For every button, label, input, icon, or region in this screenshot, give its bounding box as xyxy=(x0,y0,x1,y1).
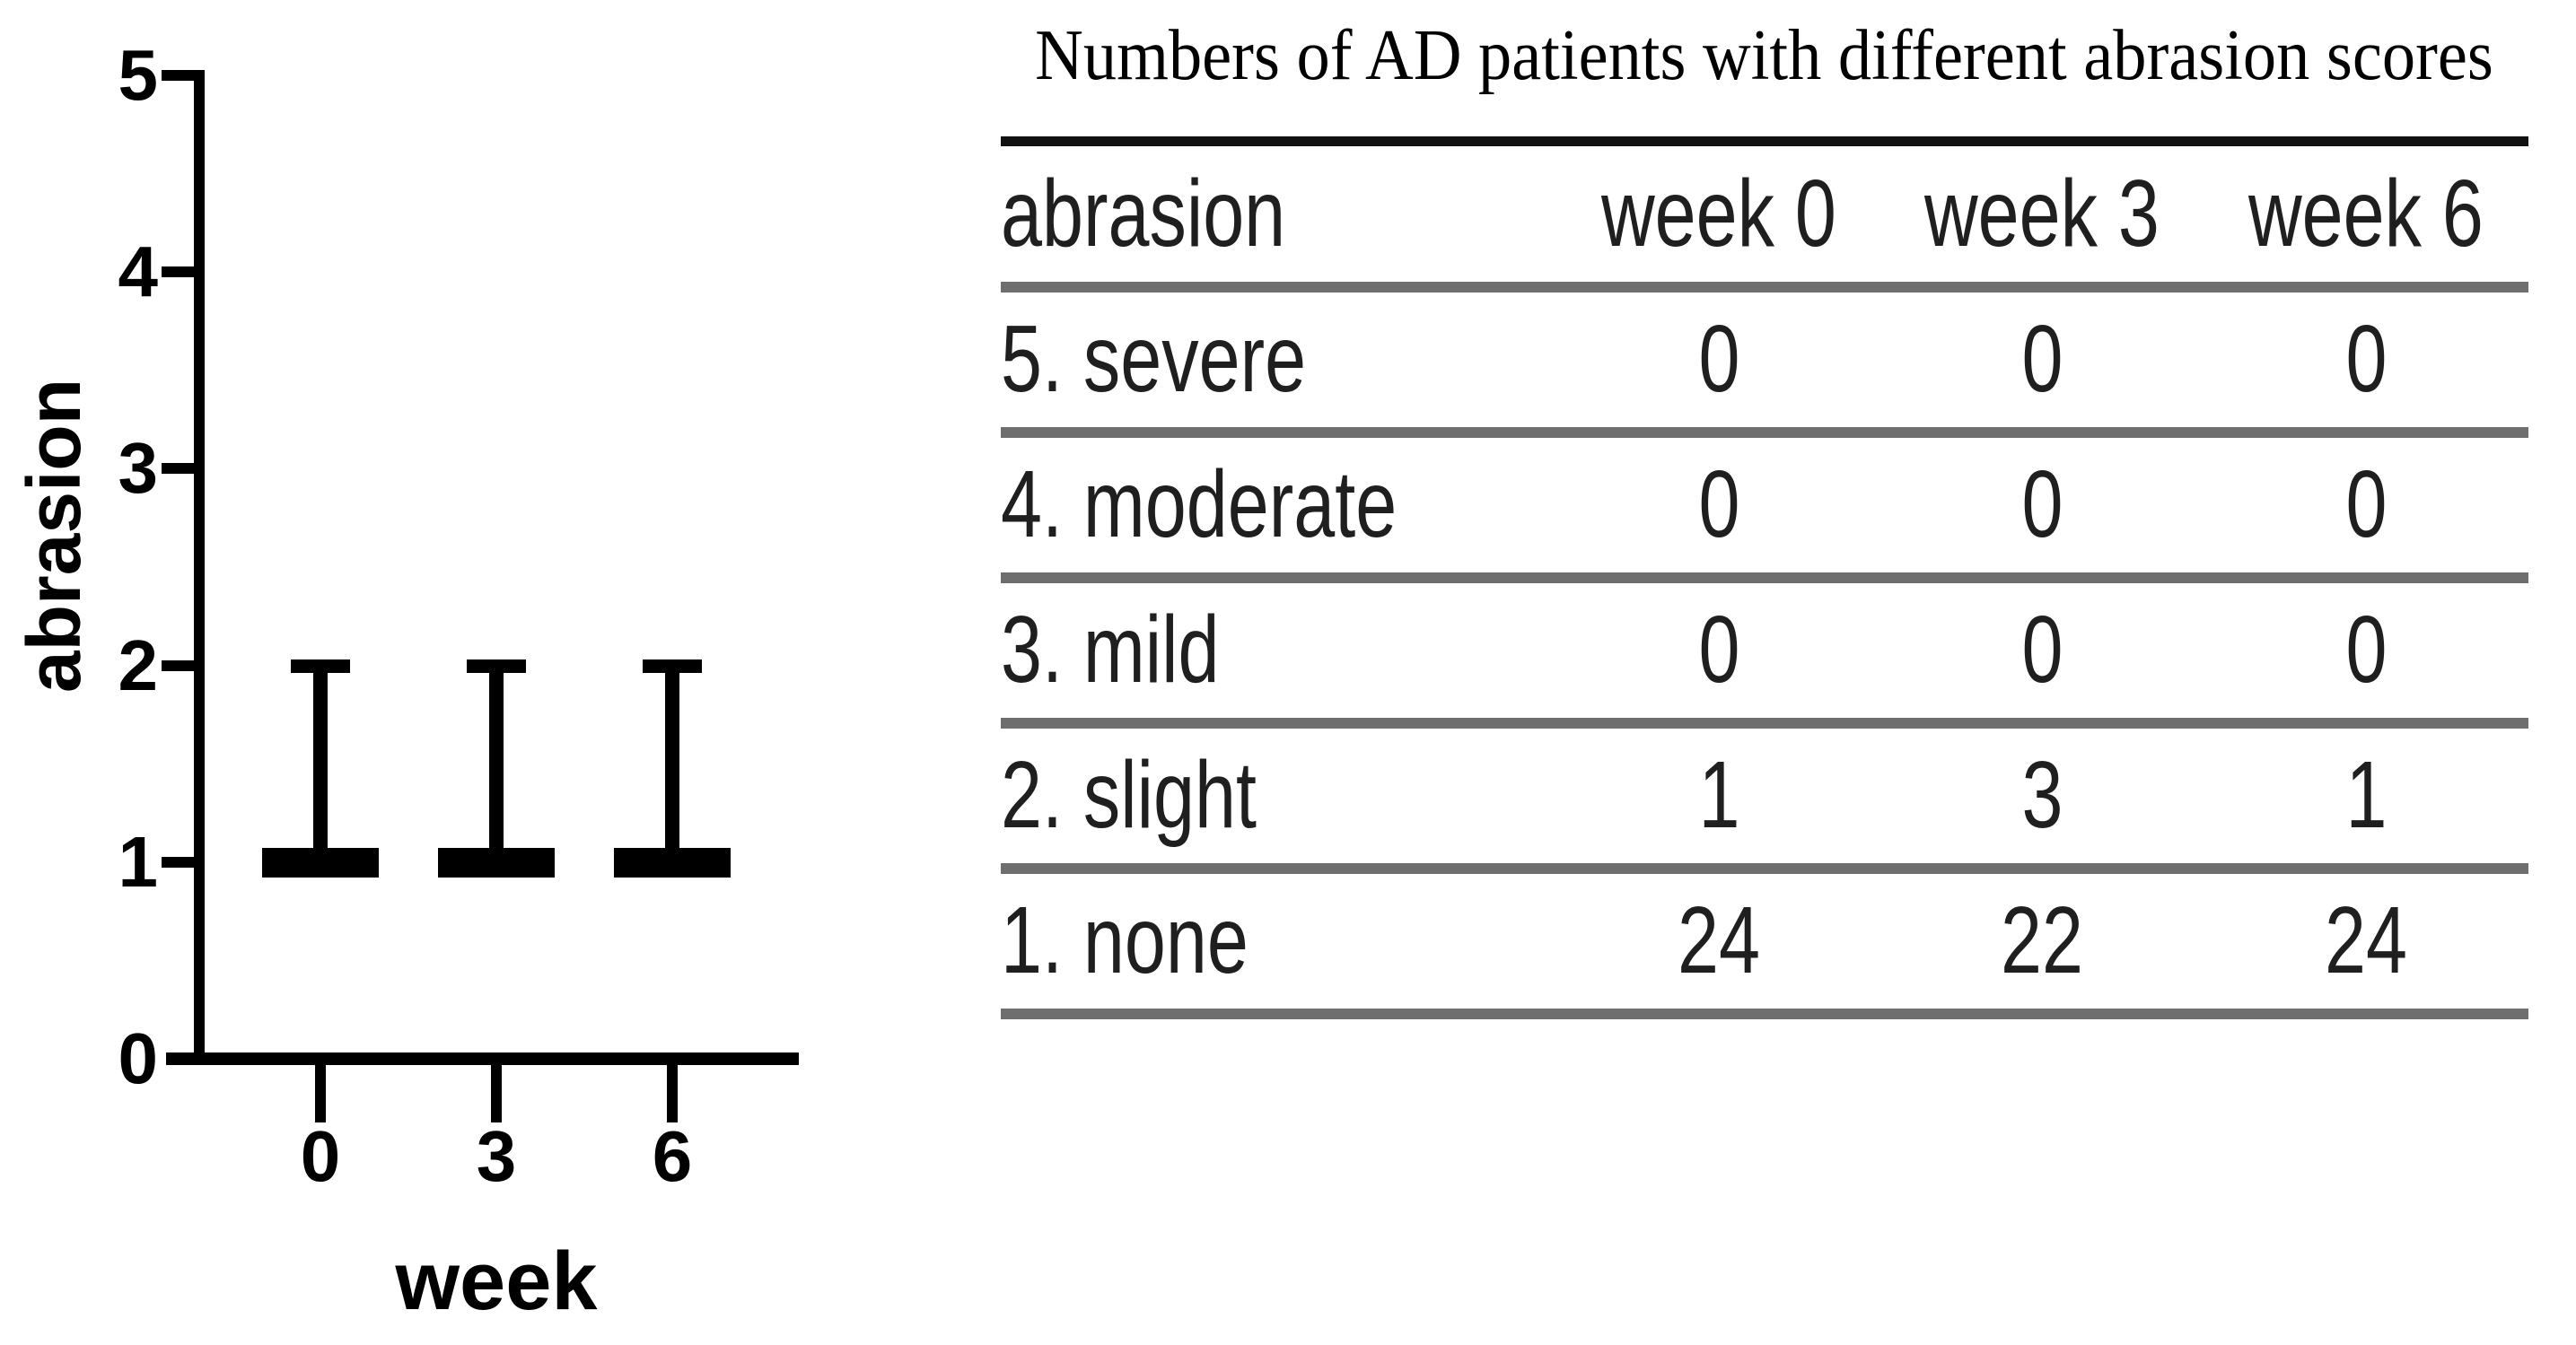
x-tick xyxy=(491,1065,502,1122)
row-label-cell: 5. severe xyxy=(1001,287,1557,432)
column-header-label: abrasion xyxy=(1001,160,1286,266)
y-tick-label: 2 xyxy=(118,624,159,705)
x-tick-label: 0 xyxy=(300,1116,341,1196)
cell-value: 24 xyxy=(2325,887,2407,993)
y-tick-label: 1 xyxy=(118,821,159,902)
x-tick xyxy=(315,1065,326,1122)
cell-value: 1 xyxy=(1698,742,1739,848)
value-cell: 0 xyxy=(1557,287,1880,432)
row-label-cell: 1. none xyxy=(1001,869,1557,1014)
column-header-label: week 3 xyxy=(1924,160,2160,266)
median-bar xyxy=(438,847,555,878)
error-bar-stem xyxy=(665,665,679,862)
table-row-slight: 2. slight 1 3 1 xyxy=(1001,723,2528,869)
value-cell: 0 xyxy=(2204,432,2528,578)
cell-value: 0 xyxy=(2345,306,2387,412)
table-row-none: 1. none 24 22 24 xyxy=(1001,869,2528,1014)
table-title: Numbers of AD patients with different ab… xyxy=(951,11,2576,100)
value-cell: 0 xyxy=(1557,578,1880,723)
table-row-moderate: 4. moderate 0 0 0 xyxy=(1001,432,2528,578)
value-cell: 0 xyxy=(2204,578,2528,723)
cell-value: 3 xyxy=(2021,742,2063,848)
y-axis-line xyxy=(194,70,205,1065)
table-header-row: abrasion week 0 week 3 week 6 xyxy=(1001,142,2528,287)
value-cell: 0 xyxy=(2204,287,2528,432)
x-tick-label: 3 xyxy=(476,1116,517,1196)
y-tick-label: 3 xyxy=(118,428,159,509)
row-label: 5. severe xyxy=(1001,306,1307,412)
value-cell: 0 xyxy=(1880,578,2204,723)
y-tick xyxy=(162,463,205,475)
y-tick-label: 0 xyxy=(118,1018,159,1098)
column-header-abrasion: abrasion xyxy=(1001,142,1557,287)
median-bar xyxy=(614,847,731,878)
y-tick-label: 5 xyxy=(118,35,159,115)
cell-value: 24 xyxy=(1678,887,1760,993)
y-tick xyxy=(162,856,205,868)
value-cell: 0 xyxy=(1880,287,2204,432)
x-tick-label: 6 xyxy=(652,1116,693,1196)
error-bar-stem xyxy=(313,665,328,862)
value-cell: 24 xyxy=(1557,869,1880,1014)
y-tick xyxy=(162,659,205,671)
column-header-label: week 0 xyxy=(1601,160,1836,266)
column-header-week0: week 0 xyxy=(1557,142,1880,287)
row-label-cell: 2. slight xyxy=(1001,723,1557,869)
cell-value: 0 xyxy=(2021,306,2063,412)
x-tick xyxy=(667,1065,678,1122)
median-bar xyxy=(262,847,379,878)
row-label: 4. moderate xyxy=(1001,451,1398,557)
value-cell: 0 xyxy=(1557,432,1880,578)
row-label-cell: 3. mild xyxy=(1001,578,1557,723)
cell-value: 22 xyxy=(2001,887,2083,993)
value-cell: 24 xyxy=(2204,869,2528,1014)
cell-value: 0 xyxy=(2345,597,2387,703)
cell-value: 0 xyxy=(1698,597,1739,703)
column-header-week3: week 3 xyxy=(1880,142,2204,287)
column-header-label: week 6 xyxy=(2248,160,2484,266)
row-label: 1. none xyxy=(1001,887,1249,993)
value-cell: 3 xyxy=(1880,723,2204,869)
error-bar-stem xyxy=(489,665,504,862)
x-axis-title: week xyxy=(395,1236,598,1327)
cell-value: 0 xyxy=(1698,306,1739,412)
value-cell: 1 xyxy=(2204,723,2528,869)
row-label-cell: 4. moderate xyxy=(1001,432,1557,578)
table-title-text: Numbers of AD patients with different ab… xyxy=(1034,16,2493,95)
x-axis-line xyxy=(166,1052,799,1065)
abrasion-table: abrasion week 0 week 3 week 6 5. severe … xyxy=(1001,136,2528,1019)
table-row-severe: 5. severe 0 0 0 xyxy=(1001,287,2528,432)
y-tick xyxy=(162,70,205,81)
row-label: 2. slight xyxy=(1001,742,1257,848)
cell-value: 0 xyxy=(2021,451,2063,557)
value-cell: 22 xyxy=(1880,869,2204,1014)
y-tick xyxy=(162,266,205,278)
value-cell: 1 xyxy=(1557,723,1880,869)
cell-value: 1 xyxy=(2345,742,2387,848)
cell-value: 0 xyxy=(1698,451,1739,557)
cell-value: 0 xyxy=(2345,451,2387,557)
value-cell: 0 xyxy=(1880,432,2204,578)
y-tick-label: 4 xyxy=(118,231,159,312)
cell-value: 0 xyxy=(2021,597,2063,703)
table-row-mild: 3. mild 0 0 0 xyxy=(1001,578,2528,723)
row-label: 3. mild xyxy=(1001,597,1220,703)
column-header-week6: week 6 xyxy=(2204,142,2528,287)
